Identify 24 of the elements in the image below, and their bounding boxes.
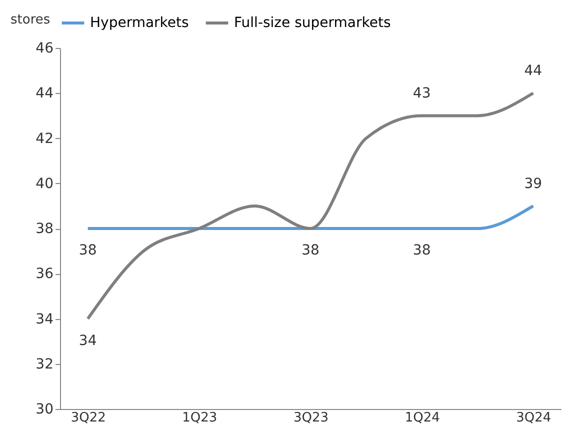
y-tick-label: 30: [36, 402, 54, 418]
y-tick-label: 42: [36, 130, 54, 147]
y-tick-label: 44: [36, 86, 54, 102]
y-tick-label: 40: [36, 176, 54, 192]
legend-label: Hypermarkets: [90, 15, 189, 31]
y-axis-title: stores: [10, 12, 50, 28]
data-label: 43: [412, 86, 431, 102]
y-tick-label: 38: [36, 221, 54, 237]
data-label: 38: [302, 242, 320, 258]
y-tick-label: 34: [36, 311, 54, 328]
data-label: 44: [524, 63, 542, 80]
data-label: 38: [412, 242, 431, 258]
x-tick-label: 3Q22: [70, 410, 106, 426]
x-tick-label: 1Q24: [404, 410, 440, 426]
y-tick-label: 32: [36, 356, 54, 372]
y-tick-label: 46: [36, 40, 54, 56]
y-tick-label: 36: [36, 266, 54, 282]
x-tick-label: 1Q23: [182, 410, 218, 426]
data-label: 34: [78, 332, 97, 349]
x-tick-label: 3Q24: [516, 410, 552, 426]
x-tick-label: 3Q23: [293, 410, 329, 426]
data-label: 38: [78, 242, 97, 258]
legend-label: Full-size supermarkets: [234, 15, 391, 31]
data-label: 39: [524, 176, 542, 192]
